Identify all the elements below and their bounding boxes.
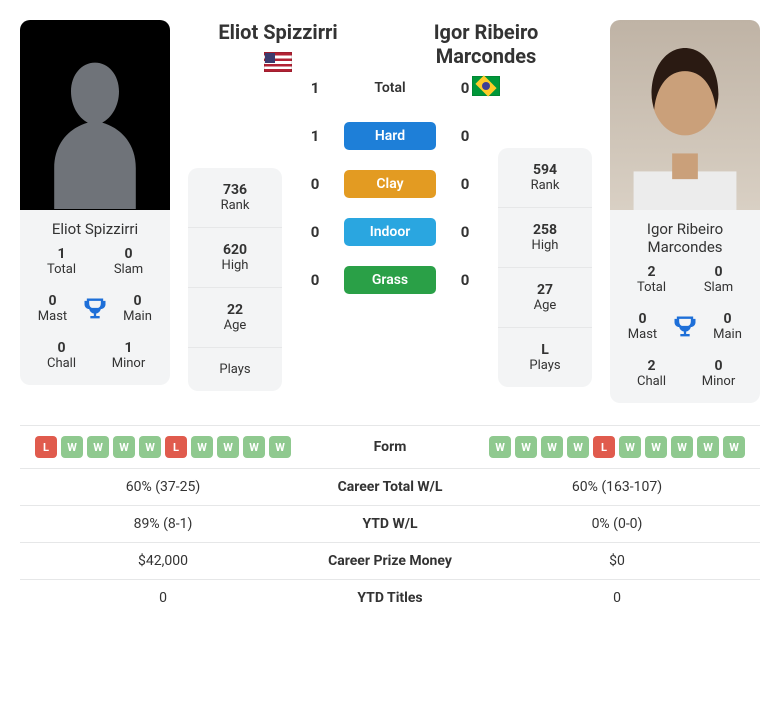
p2-career-prize: $0: [480, 553, 754, 569]
p1-titles-minor: 1Minor: [95, 340, 162, 371]
p1-career-prize: $42,000: [26, 553, 300, 569]
form-chip: W: [541, 436, 563, 458]
p1-age: 22Age: [188, 288, 282, 348]
p2-ytd-wl: 0% (0-0): [480, 516, 754, 532]
player2-name-label: Igor Ribeiro Marcondes: [618, 220, 752, 256]
p1-titles-total: 1Total: [28, 246, 95, 277]
form-chip: L: [593, 436, 615, 458]
p2-rank: 594Rank: [498, 148, 592, 208]
row-form: LWWWWLWWWW Form WWWWLWWWWW: [20, 425, 760, 469]
h2h-row-grass: 0 Grass 0: [300, 266, 480, 294]
form-chip: W: [87, 436, 109, 458]
head-to-head-panel: Eliot Spizzirri Igor Ribeiro Marcondes 1…: [300, 20, 480, 294]
player-silhouette-icon: [35, 40, 155, 210]
h2h-grass-p1: 0: [300, 271, 330, 289]
label-career-prize: Career Prize Money: [300, 553, 480, 569]
form-chip: L: [35, 436, 57, 458]
p1-rank: 736Rank: [188, 168, 282, 228]
form-chip: W: [619, 436, 641, 458]
form-chip: W: [61, 436, 83, 458]
h2h-clay-p2: 0: [450, 175, 480, 193]
h2h-grass-p2: 0: [450, 271, 480, 289]
h2h-indoor-p2: 0: [450, 223, 480, 241]
p1-career-wl: 60% (37-25): [26, 479, 300, 495]
label-ytd-titles: YTD Titles: [300, 590, 480, 606]
row-career-wl: 60% (37-25) Career Total W/L 60% (163-10…: [20, 469, 760, 506]
p1-titles-chall: 0Chall: [28, 340, 95, 371]
player1-name-label: Eliot Spizzirri: [28, 220, 162, 238]
player-photo-icon: [620, 30, 750, 210]
form-chip: W: [671, 436, 693, 458]
p2-titles-slam: 0Slam: [685, 264, 752, 295]
trophy-icon: [671, 313, 699, 341]
form-chip: W: [567, 436, 589, 458]
flag-us-icon: [264, 52, 292, 72]
row-career-prize: $42,000 Career Prize Money $0: [20, 543, 760, 580]
flag-br-icon: [472, 76, 500, 96]
trophy-icon: [81, 295, 109, 323]
form-chip: L: [165, 436, 187, 458]
p1-titles-mast: 0Mast: [28, 293, 77, 324]
surface-indoor-label[interactable]: Indoor: [344, 218, 436, 246]
h2h-row-indoor: 0 Indoor 0: [300, 218, 480, 246]
player1-card: Eliot Spizzirri 1Total 0Slam 0Mast 0Main…: [20, 20, 170, 385]
player2-card: Igor Ribeiro Marcondes 2Total 0Slam 0Mas…: [610, 20, 760, 403]
p2-titles-minor: 0Minor: [685, 358, 752, 389]
p2-high: 258High: [498, 208, 592, 268]
player1-photo: [20, 20, 170, 210]
p2-age: 27Age: [498, 268, 592, 328]
form-chips-p1: LWWWWLWWWW: [26, 436, 300, 458]
form-chip: W: [217, 436, 239, 458]
form-chips-p2: WWWWLWWWWW: [480, 436, 754, 458]
surface-hard-label[interactable]: Hard: [344, 122, 436, 150]
h2h-indoor-p1: 0: [300, 223, 330, 241]
p1-ytd-wl: 89% (8-1): [26, 516, 300, 532]
form-chip: W: [645, 436, 667, 458]
h2h-hard-p2: 0: [450, 127, 480, 145]
form-chip: W: [191, 436, 213, 458]
form-chip: W: [723, 436, 745, 458]
p1-plays: Plays: [188, 348, 282, 391]
row-ytd-titles: 0 YTD Titles 0: [20, 580, 760, 616]
label-form: Form: [300, 439, 480, 455]
p1-titles-main: 0Main: [113, 293, 162, 324]
h2h-clay-p1: 0: [300, 175, 330, 193]
form-chip: W: [139, 436, 161, 458]
player2-stats-col: 594Rank 258High 27Age LPlays: [498, 148, 592, 387]
form-chip: W: [113, 436, 135, 458]
form-chip: W: [269, 436, 291, 458]
surface-grass-label[interactable]: Grass: [344, 266, 436, 294]
surface-clay-label[interactable]: Clay: [344, 170, 436, 198]
p1-titles-slam: 0Slam: [95, 246, 162, 277]
h2h-row-clay: 0 Clay 0: [300, 170, 480, 198]
form-chip: W: [243, 436, 265, 458]
p2-titles-total: 2Total: [618, 264, 685, 295]
label-career-wl: Career Total W/L: [300, 479, 480, 495]
p2-titles-main: 0Main: [703, 311, 752, 342]
label-ytd-wl: YTD W/L: [300, 516, 480, 532]
comparison-table: LWWWWLWWWW Form WWWWLWWWWW 60% (37-25) C…: [20, 425, 760, 616]
p1-ytd-titles: 0: [26, 590, 300, 606]
p1-high: 620High: [188, 228, 282, 288]
h2h-row-hard: 1 Hard 0: [300, 122, 480, 150]
row-ytd-wl: 89% (8-1) YTD W/L 0% (0-0): [20, 506, 760, 543]
form-chip: W: [489, 436, 511, 458]
p2-titles-chall: 2Chall: [618, 358, 685, 389]
form-chip: W: [515, 436, 537, 458]
p2-plays: LPlays: [498, 328, 592, 387]
p2-career-wl: 60% (163-107): [480, 479, 754, 495]
h2h-hard-p1: 1: [300, 127, 330, 145]
form-chip: W: [697, 436, 719, 458]
player1-stats-col: 736Rank 620High 22Age Plays: [188, 168, 282, 391]
p2-ytd-titles: 0: [480, 590, 754, 606]
player2-photo: [610, 20, 760, 210]
p2-titles-mast: 0Mast: [618, 311, 667, 342]
